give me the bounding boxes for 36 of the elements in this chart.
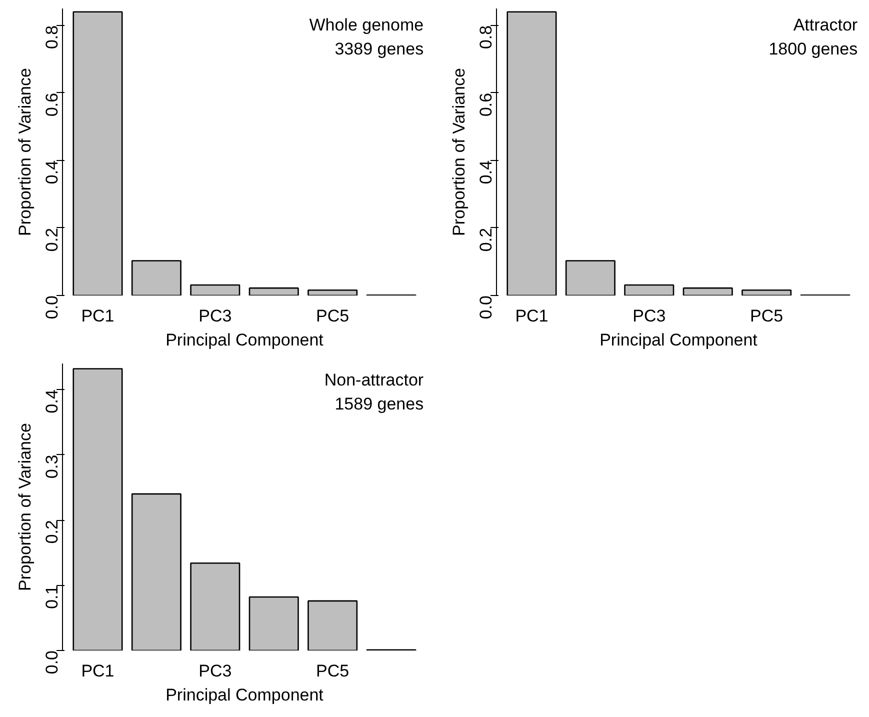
y-tick-label: 0.8 — [476, 25, 496, 50]
y-axis-title: Proportion of Variance — [450, 68, 468, 236]
x-tick-label: PC5 — [316, 662, 350, 680]
x-tick-label: PC1 — [81, 306, 114, 326]
x-tick-label: PC1 — [81, 662, 114, 680]
text: 1800 genes — [768, 40, 858, 58]
x-tick-label: PC5 — [750, 306, 784, 326]
x-tick-label: PC5 — [316, 306, 350, 326]
y-tick-label: 0.6 — [42, 92, 62, 117]
y-tick-label: 0.4 — [42, 160, 62, 184]
y-tick-label: 0.3 — [42, 454, 62, 478]
x-tick-label: PC3 — [632, 306, 666, 326]
y-tick-label: 0.6 — [476, 92, 496, 117]
y-tick-label: 0.2 — [476, 228, 496, 252]
x-axis-title: Principal Component — [166, 686, 324, 704]
y-tick-label: 0.2 — [42, 228, 62, 252]
x-tick-label: PC3 — [198, 662, 232, 680]
y-tick-label: 0.0 — [476, 295, 496, 320]
x-tick-label: PC1 — [515, 306, 548, 326]
y-tick-label: 0.2 — [42, 520, 62, 544]
y-tick-label: 0.1 — [42, 585, 62, 609]
x-axis-title: Principal Component — [600, 330, 758, 350]
y-tick-label: 0.4 — [42, 390, 62, 414]
y-tick-label: 0.0 — [42, 650, 62, 674]
y-tick-label: 0.4 — [476, 160, 496, 184]
text: 1589 genes — [334, 394, 424, 414]
chart-title: Attractor — [793, 16, 858, 34]
chart-title: Whole genome — [309, 16, 424, 34]
x-axis-title: Principal Component — [166, 330, 324, 350]
text: 3389 genes — [334, 40, 424, 58]
y-axis-title: Proportion of Variance — [16, 68, 34, 236]
x-tick-label: PC3 — [198, 306, 232, 326]
y-tick-label: 0.8 — [42, 25, 62, 50]
y-tick-label: 0.0 — [42, 295, 62, 320]
y-axis-title: Proportion of Variance — [16, 423, 34, 591]
chart-title: Non-attractor — [324, 370, 424, 390]
